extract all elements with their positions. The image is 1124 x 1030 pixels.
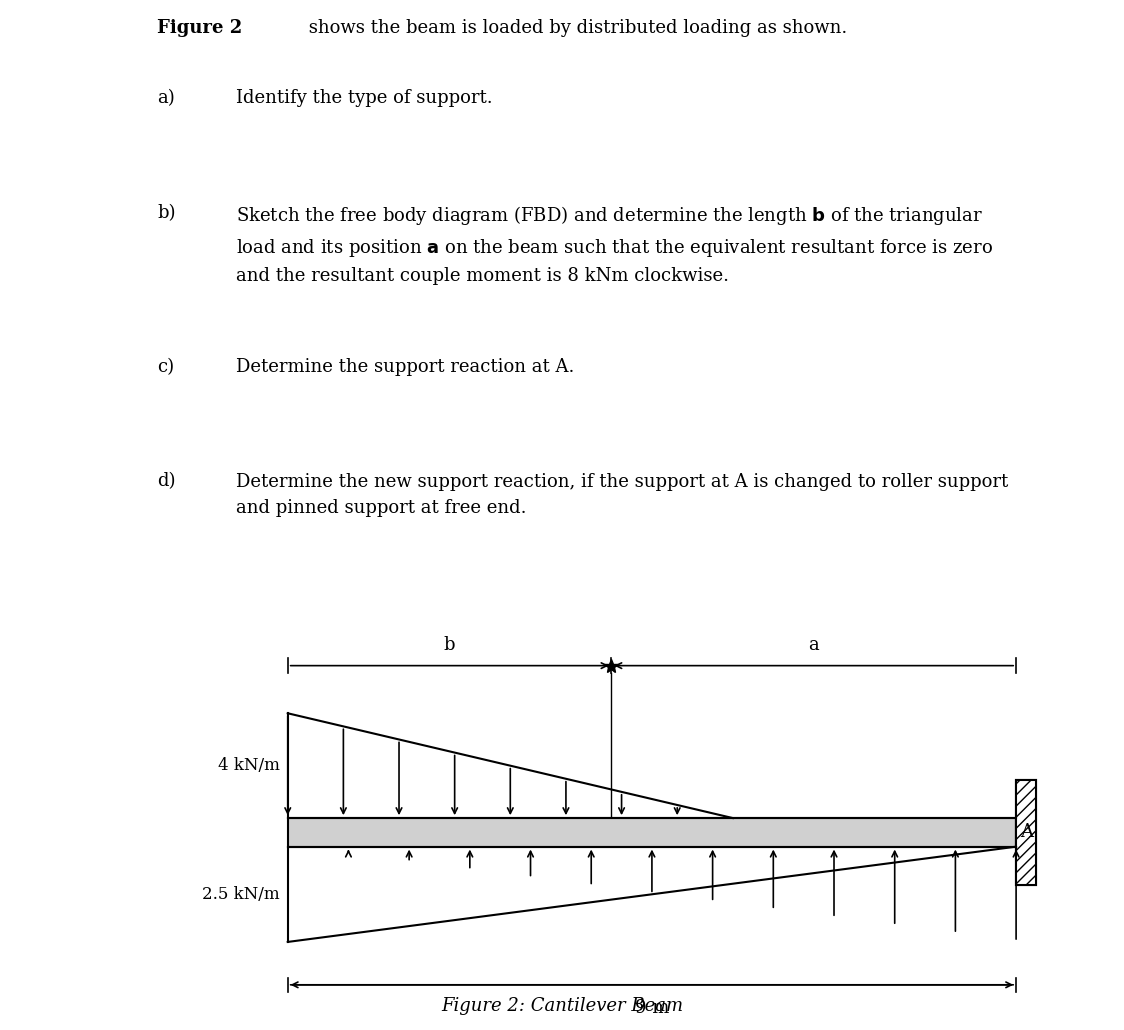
Bar: [288, 818, 1016, 847]
Text: A: A: [1019, 823, 1033, 842]
Text: 4 kN/m: 4 kN/m: [218, 757, 280, 775]
Text: Sketch the free body diagram (FBD) and determine the length $\mathbf{b}$ of the : Sketch the free body diagram (FBD) and d…: [236, 204, 994, 285]
Text: c): c): [157, 357, 174, 376]
Text: Determine the new support reaction, if the support at A is changed to roller sup: Determine the new support reaction, if t…: [236, 473, 1008, 517]
Text: 9 m: 9 m: [635, 999, 669, 1017]
Text: Figure 2: Figure 2: [157, 20, 243, 37]
Text: Identify the type of support.: Identify the type of support.: [236, 90, 492, 107]
Text: 2.5 kN/m: 2.5 kN/m: [202, 886, 280, 903]
Text: b: b: [444, 636, 455, 654]
Bar: [1016, 780, 1036, 885]
Text: a: a: [808, 636, 819, 654]
Text: a): a): [157, 90, 175, 107]
Text: Figure 2: Cantilever Beam: Figure 2: Cantilever Beam: [441, 997, 683, 1015]
Text: shows the beam is loaded by distributed loading as shown.: shows the beam is loaded by distributed …: [303, 20, 847, 37]
Text: b): b): [157, 204, 175, 222]
Text: d): d): [157, 473, 175, 490]
FancyBboxPatch shape: [1016, 780, 1036, 885]
Text: Determine the support reaction at A.: Determine the support reaction at A.: [236, 357, 574, 376]
